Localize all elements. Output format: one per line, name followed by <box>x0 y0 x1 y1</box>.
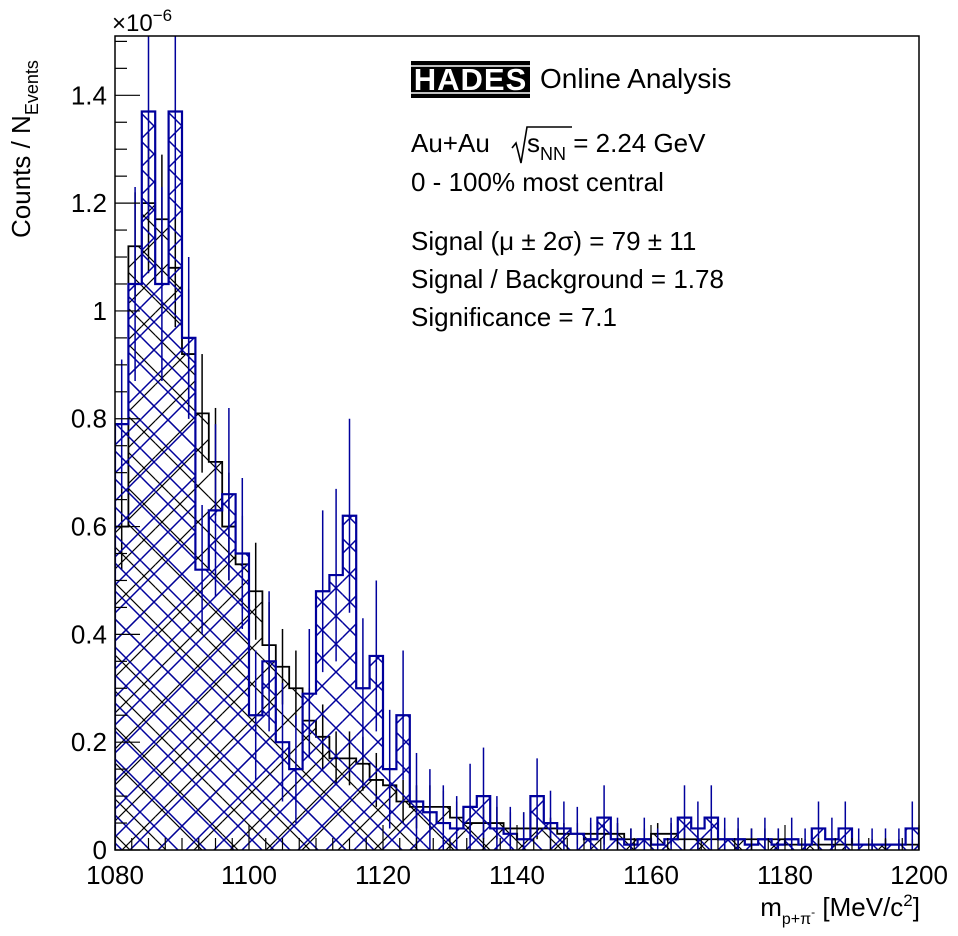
signal-bar <box>115 424 129 850</box>
signal-bar <box>302 693 316 850</box>
y-axis: 0 0.2 0.4 0.6 0.8 1 1.2 1.4 <box>71 40 140 865</box>
y-exponent-prefix: ×10 <box>112 10 153 37</box>
y-tick-label: 0.4 <box>71 619 107 649</box>
y-axis-label-sub: Events <box>22 60 42 115</box>
signal-bar <box>369 655 383 850</box>
y-axis-label: Counts / NEvents <box>6 60 42 238</box>
x-tick-label: 1080 <box>86 860 144 890</box>
collision-system-text: Au+Au <box>411 128 490 158</box>
sqrt-sub: NN <box>540 144 566 164</box>
signal-yield-text: Signal (μ ± 2σ) = 79 ± 11 <box>411 226 696 256</box>
system-suffix: = 2.24 GeV <box>566 128 706 158</box>
signal-bar <box>155 283 169 850</box>
x-tick-label: 1200 <box>890 860 948 890</box>
y-tick-label: 0.2 <box>71 727 107 757</box>
hades-logo-background <box>411 61 530 98</box>
online-analysis-heading: Online Analysis <box>540 63 731 94</box>
signal-bar <box>356 688 370 850</box>
signal-bar <box>342 515 357 850</box>
hades-logo-text: HADES <box>414 62 528 97</box>
y-tick-label: 0.8 <box>71 404 107 434</box>
y-axis-label-main: Counts / N <box>6 115 36 238</box>
annotation-block: HADES Online Analysis Au+Au sNN = 2.24 G… <box>411 61 731 332</box>
y-tick-label: 0 <box>93 835 107 865</box>
signal-bar <box>195 569 209 850</box>
x-axis-label-m: m <box>760 892 782 922</box>
signal-bar <box>222 494 236 850</box>
x-tick-label: 1160 <box>623 860 679 890</box>
centrality-text: 0 - 100% most central <box>411 167 664 197</box>
signal-bar <box>128 283 142 850</box>
significance-text: Significance = 7.1 <box>411 302 617 332</box>
signal-bar <box>249 715 263 850</box>
signal-bar <box>235 553 249 850</box>
sqrt-argument: sNN = 2.24 GeV <box>527 128 706 164</box>
x-tick-label: 1120 <box>355 860 411 890</box>
x-axis-label-unit-sup: 2 <box>903 891 912 910</box>
signal-bar <box>262 661 276 850</box>
y-tick-label: 1 <box>93 296 107 326</box>
system-prefix: Au+Au <box>411 128 490 158</box>
x-axis-label-close: ] <box>913 892 920 922</box>
y-tick-label: 0.6 <box>71 512 107 542</box>
x-tick-label: 1100 <box>221 860 277 890</box>
signal-bar <box>141 111 156 850</box>
sqrt-sign <box>511 126 572 164</box>
signal-bar <box>316 591 330 850</box>
sqrt-s: s <box>527 128 540 158</box>
x-axis-label-unit: [MeV/c <box>815 892 903 922</box>
y-tick-label: 1.2 <box>71 188 107 218</box>
signal-background-text: Signal / Background = 1.78 <box>411 264 724 294</box>
x-axis-label-sub-sup: - <box>811 905 815 919</box>
signal-bar <box>168 111 182 850</box>
signal-bar <box>182 337 196 850</box>
y-exponent-sup: −6 <box>153 6 172 25</box>
signal-bar <box>396 715 410 850</box>
x-axis: 1080 1100 1120 1140 1160 1180 1200 <box>86 825 948 890</box>
plot-content <box>115 36 919 850</box>
signal-bar <box>208 510 223 850</box>
y-tick-label: 1.4 <box>71 80 107 110</box>
x-tick-label: 1180 <box>757 860 813 890</box>
x-axis-label-sub: p+π <box>782 911 811 928</box>
signal-bar <box>329 575 343 850</box>
signal-histogram <box>115 36 919 850</box>
x-axis-label: mp+π- [MeV/c2] <box>760 891 920 928</box>
y-axis-exponent: ×10−6 <box>112 6 172 37</box>
x-tick-label: 1140 <box>489 860 545 890</box>
